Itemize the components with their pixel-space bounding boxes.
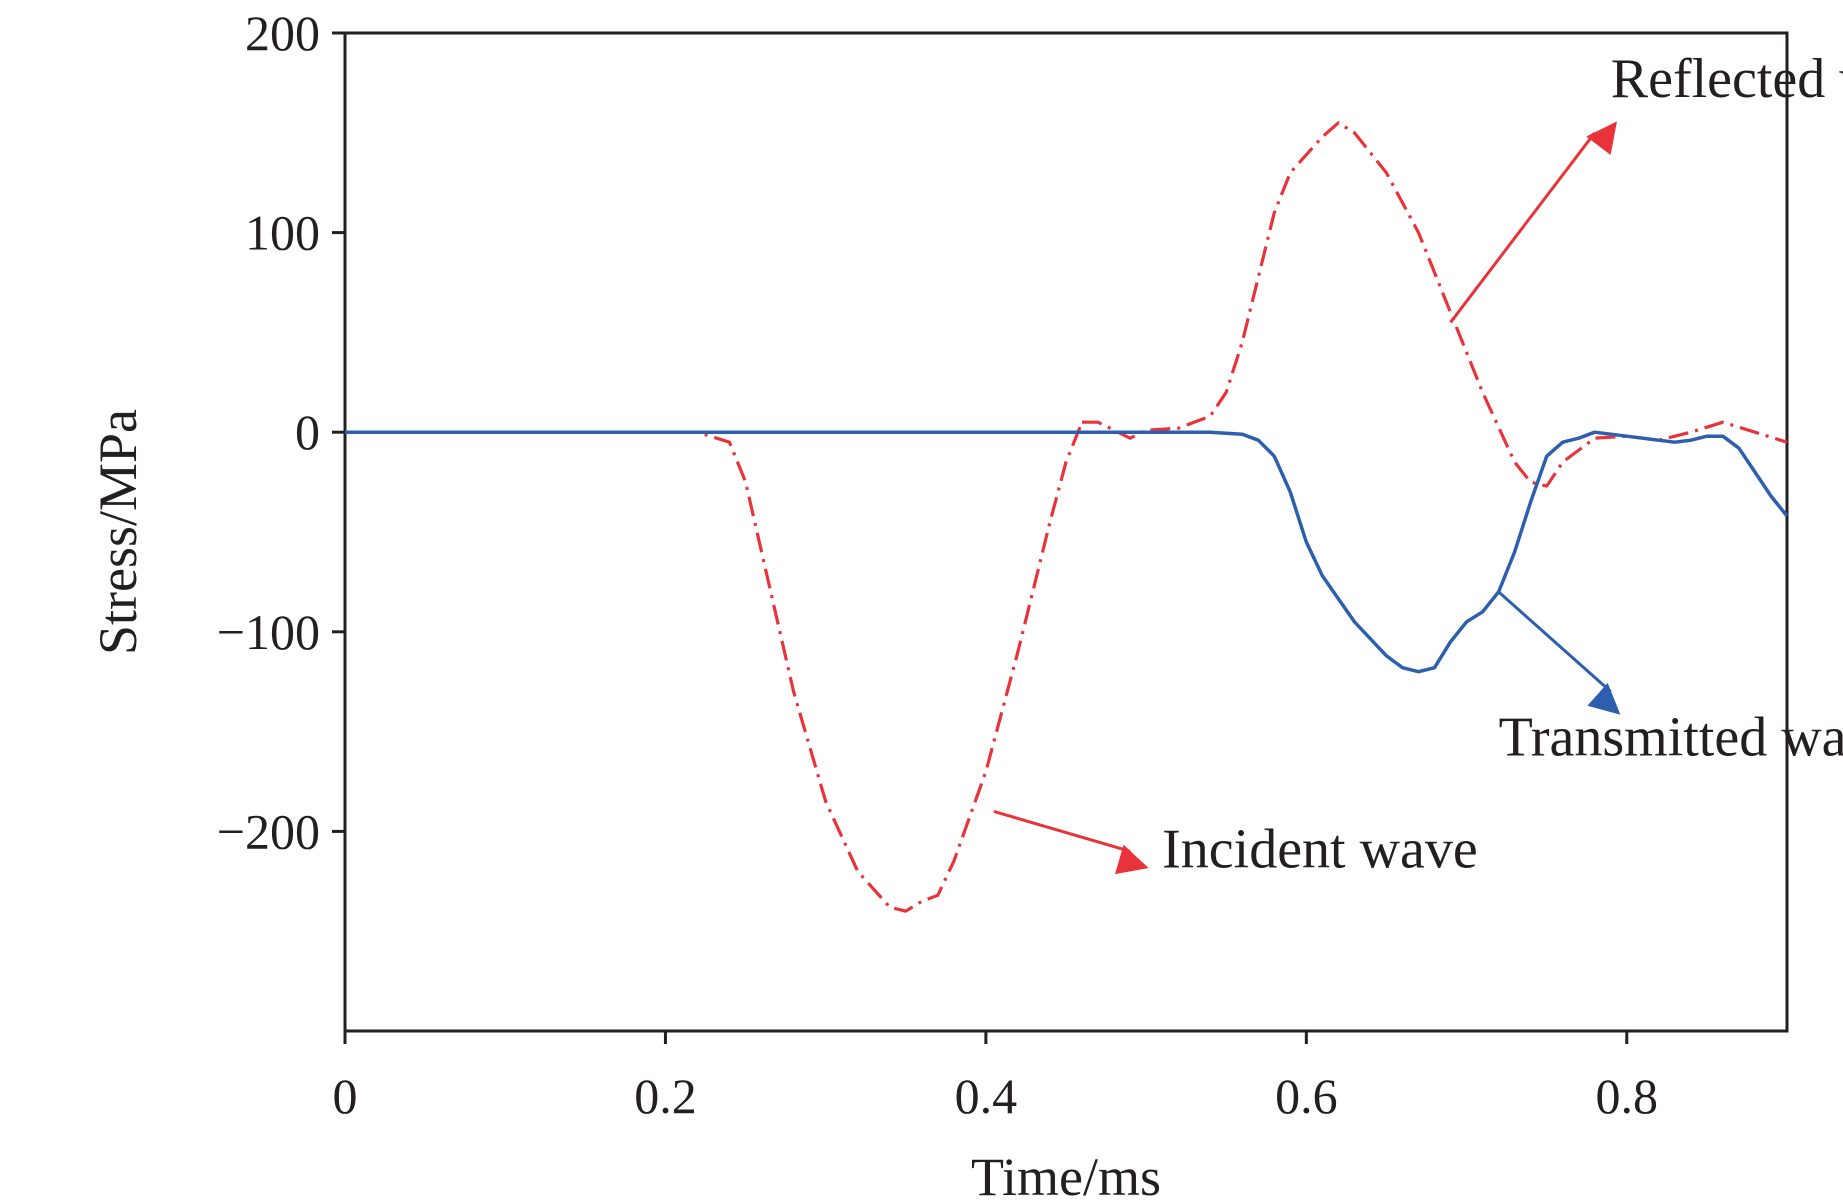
annotation-layer: Reflected wave Transmitted wave Incident w…: [993, 48, 1843, 880]
reflected-wave-label: Reflected wave: [1611, 48, 1843, 110]
y-tick-label: −100: [217, 604, 320, 660]
transmitted-wave-arrow: [1497, 590, 1621, 715]
incident-wave-line: [345, 421, 1084, 913]
series-layer: [345, 121, 1789, 913]
incident-wave-label: Incident wave: [1162, 818, 1478, 880]
x-tick-label: 0.4: [955, 1068, 1018, 1124]
transmitted-wave-line: [345, 430, 1789, 674]
x-tick-label: 0: [333, 1068, 358, 1124]
x-axis-ticks: 0 0.2 0.4 0.6 0.8: [333, 1031, 1659, 1124]
x-tick-label: 0.2: [634, 1068, 697, 1124]
incident-wave-arrow: [993, 810, 1149, 875]
y-axis-label: Stress/MPa: [88, 409, 148, 655]
y-tick-label: 200: [245, 5, 320, 61]
y-axis-ticks: 200 100 0 −100 −200: [217, 5, 345, 859]
y-tick-label: 0: [295, 404, 320, 460]
y-tick-label: 100: [245, 205, 320, 261]
x-tick-label: 0.8: [1596, 1068, 1659, 1124]
reflected-wave-arrow: [1449, 121, 1617, 324]
x-axis-label: Time/ms: [971, 1147, 1161, 1203]
y-tick-label: −200: [217, 803, 320, 859]
x-tick-label: 0.6: [1275, 1068, 1338, 1124]
plot-frame: [343, 31, 1789, 1033]
transmitted-wave-label: Transmitted wave: [1499, 707, 1843, 769]
